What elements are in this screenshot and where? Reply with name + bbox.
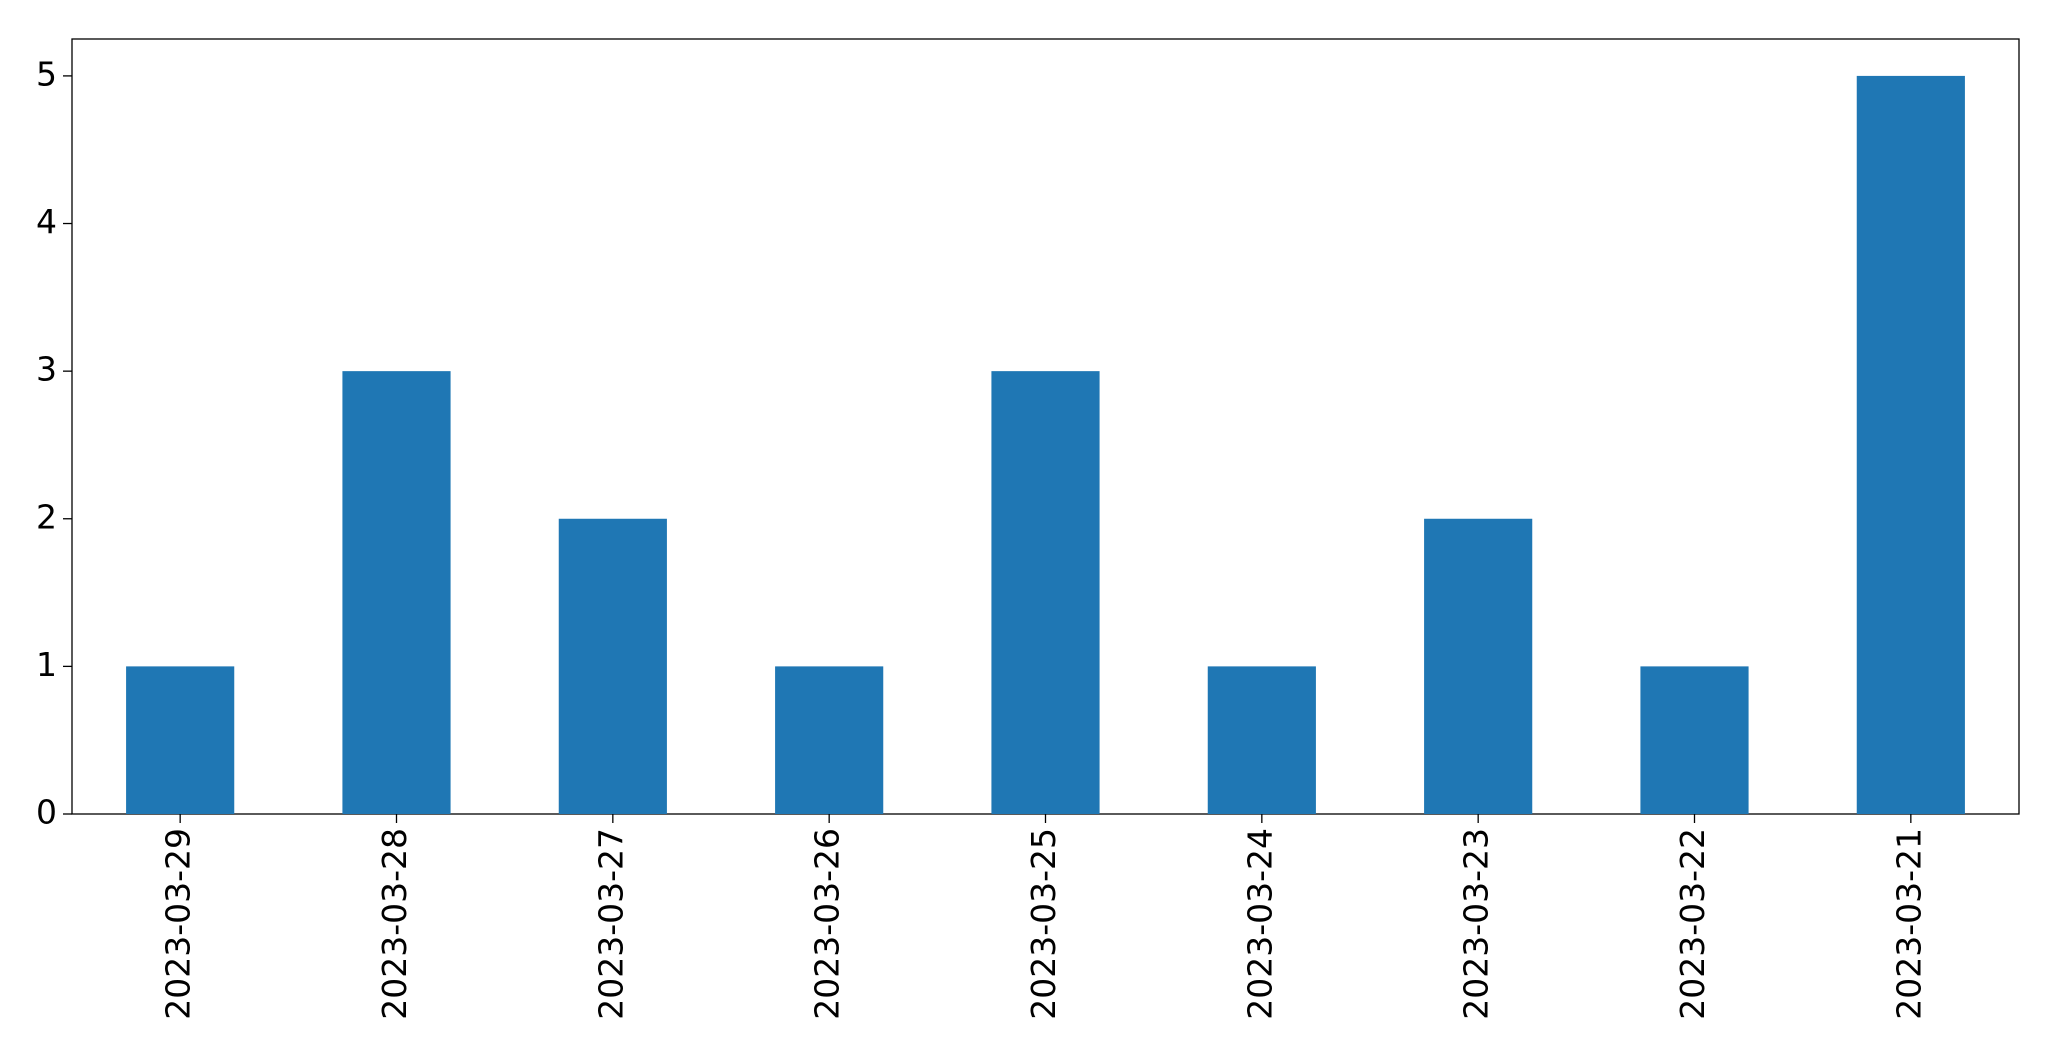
x-tick-label: 2023-03-25 (1024, 828, 1063, 1020)
y-tick-label: 1 (36, 645, 57, 684)
x-tick-label: 2023-03-23 (1457, 828, 1496, 1020)
y-tick-label: 2 (36, 497, 57, 536)
x-tick-label: 2023-03-29 (159, 828, 198, 1020)
bar (775, 666, 884, 814)
bar (1856, 75, 1965, 814)
x-tick-label: 2023-03-28 (375, 828, 414, 1020)
x-tick-label: 2023-03-27 (591, 828, 630, 1020)
x-tick-label: 2023-03-22 (1673, 828, 1712, 1020)
x-tick-label: 2023-03-26 (808, 828, 847, 1020)
bar (342, 371, 451, 814)
y-tick-label: 3 (36, 350, 57, 389)
bar (558, 518, 667, 814)
bar (1207, 666, 1316, 814)
bar (1424, 518, 1533, 814)
x-tick-label: 2023-03-21 (1889, 828, 1928, 1020)
bar (126, 666, 235, 814)
y-tick-label: 0 (36, 793, 57, 832)
x-tick-label: 2023-03-24 (1240, 828, 1279, 1020)
y-tick-label: 5 (36, 54, 57, 93)
bar (1640, 666, 1749, 814)
y-tick-label: 4 (36, 202, 57, 241)
bar (991, 371, 1100, 814)
